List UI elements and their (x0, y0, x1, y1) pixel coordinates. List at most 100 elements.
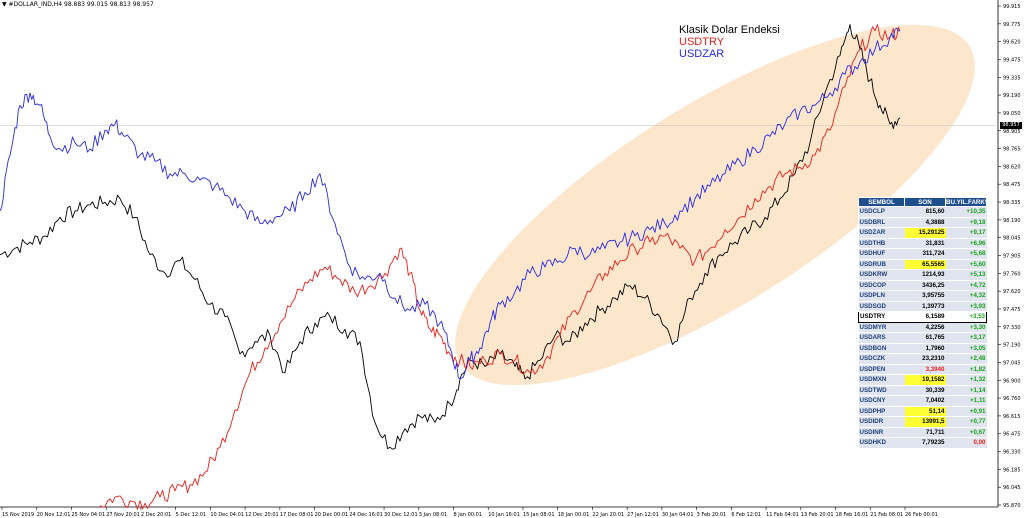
x-tick-label: 27 Jan 12:01 (627, 512, 659, 518)
table-row[interactable]: USDBRL 4,3888 +9,18 (858, 217, 987, 228)
symbol-cell: USDCOP (858, 280, 905, 291)
ytd-change-cell: +2,48 (945, 353, 987, 365)
symbol-cell: USDCZK (858, 353, 905, 365)
table-row[interactable]: USDIDR 13991,5 +0,77 (858, 416, 987, 428)
x-tick-label: 5 Dec 12:01 (176, 512, 206, 518)
series-line-usdzar (0, 27, 901, 380)
ytd-change-cell: +1,32 (945, 374, 987, 386)
y-tick-label: 97.330 (1003, 325, 1021, 331)
y-tick-label: 99.190 (1003, 93, 1021, 99)
x-tick-label: 27 Nov 20:01 (106, 512, 140, 518)
table-row[interactable]: USDCZK 23,2310 +2,48 (858, 353, 987, 365)
table-row[interactable]: USDZAR 15,29125 +9,17 (858, 227, 987, 239)
col-header-symbol: SEMBOL (858, 197, 905, 207)
symbol-cell: USDCNY (858, 395, 905, 407)
table-row[interactable]: USDCOP 3436,25 +4,72 (858, 280, 987, 291)
x-tick-label: 17 Dec 08:01 (280, 512, 314, 518)
table-row[interactable]: USDHKD 7,79235 0,00 (858, 437, 987, 449)
symbol-cell: USDZAR (858, 227, 905, 239)
x-tick-label: 30 Jan 04:01 (662, 512, 694, 518)
ytd-change-cell: 0,00 (945, 437, 987, 449)
table-row[interactable]: USDRUB 65,5565 +5,60 (858, 259, 987, 270)
last-price-cell: 23,2310 (904, 353, 946, 365)
last-price-cell: 1214,93 (904, 269, 946, 281)
y-tick-label: 96.760 (1003, 396, 1021, 402)
last-price-cell: 61,765 (904, 332, 946, 344)
x-tick-label: 20 Nov 12:01 (37, 512, 71, 518)
table-row[interactable]: USDPEN 3,3940 +1,82 (858, 364, 987, 375)
last-price-cell: 30,339 (904, 385, 946, 396)
currency-table: SEMBOL SON BU.YIL.FARK% USDCLP 815,60 +10,… (858, 197, 990, 449)
x-tick-label: 3 Jan 08:01 (419, 512, 447, 518)
y-tick-label: 97.905 (1003, 254, 1021, 260)
ytd-change-cell: +5,13 (945, 269, 987, 281)
col-header-last: SON (904, 197, 946, 207)
ytd-change-cell: +0,91 (945, 406, 987, 417)
ytd-change-cell: +1,82 (945, 364, 987, 375)
symbol-cell: USDHKD (858, 437, 905, 449)
table-row[interactable]: USDMXN 19,1582 +1,32 (858, 374, 987, 386)
current-price-tag: 98.957 (1000, 122, 1022, 129)
symbol-cell: USDKRW (858, 269, 905, 281)
symbol-cell: USDTRY (858, 311, 905, 323)
table-row[interactable]: USDBGN 1,7960 +3,05 (858, 343, 987, 354)
y-tick-label: 98.335 (1003, 200, 1021, 206)
ytd-change-cell: +3,53 (945, 311, 987, 323)
symbol-cell: USDARS (858, 332, 905, 344)
last-price-cell: 51,14 (904, 406, 946, 417)
table-row[interactable]: USDTHB 31,831 +6,96 (858, 238, 987, 249)
y-tick-label: 96.900 (1003, 378, 1021, 384)
y-tick-label: 96.615 (1003, 414, 1021, 420)
table-row[interactable]: USDARS 61,765 +3,17 (858, 332, 987, 344)
ytd-change-cell: +3,17 (945, 332, 987, 344)
y-tick-label: 98.190 (1003, 218, 1021, 224)
ytd-change-cell: +3,30 (945, 322, 987, 333)
last-price-cell: 7,0402 (904, 395, 946, 407)
table-row[interactable]: USDTWD 30,339 +1,14 (858, 385, 987, 396)
chart-header-label: ▼ #DOLLAR_IND,H4 98.883 99.015 98.813 98… (2, 1, 154, 8)
table-row[interactable]: USDTRY 6,1589 +3,53 (858, 311, 987, 323)
x-tick-label: 8 Jan 00:01 (454, 512, 482, 518)
symbol-cell: USDPEN (858, 364, 905, 375)
x-tick-label: 25 Nov 04:01 (71, 512, 105, 518)
table-body: USDCLP 815,60 +10,35 USDBRL 4,3888 +9,18 USDZA… (858, 206, 987, 449)
ytd-change-cell: +4,72 (945, 280, 987, 291)
last-price-cell: 4,2256 (904, 322, 946, 333)
table-row[interactable]: USDKRW 1214,93 +5,13 (858, 269, 987, 281)
x-tick-label: 3 Feb 20:01 (697, 512, 727, 518)
y-tick-label: 97.760 (1003, 271, 1021, 277)
ytd-change-cell: +5,60 (945, 259, 987, 270)
x-tick-label: 26 Feb 00:01 (905, 512, 938, 518)
ytd-change-cell: +10,35 (945, 206, 987, 218)
ytd-change-cell: +5,68 (945, 248, 987, 260)
table-row[interactable]: USDPHP 51,14 +0,91 (858, 406, 987, 417)
x-tick-label: 15 Nov 2019 (2, 512, 34, 518)
y-tick-label: 99.050 (1003, 111, 1021, 117)
y-tick-label: 96.475 (1003, 432, 1021, 438)
last-price-cell: 3,3940 (904, 364, 946, 375)
highlight-ellipse (455, 24, 975, 386)
x-tick-label: 21 Feb 08:01 (870, 512, 903, 518)
ytd-change-cell: +6,96 (945, 238, 987, 249)
x-tick-label: 12 Dec 20:01 (245, 512, 279, 518)
table-header-row: SEMBOL SON BU.YIL.FARK% (858, 197, 990, 207)
symbol-cell: USDBGN (858, 343, 905, 354)
x-tick-label: 6 Feb 12:01 (731, 512, 761, 518)
ytd-change-cell: +1,11 (945, 395, 987, 407)
table-row[interactable]: USDINR 71,711 +0,67 (858, 427, 987, 438)
y-tick-label: 97.190 (1003, 343, 1021, 349)
symbol-cell: USDTWD (858, 385, 905, 396)
last-price-cell: 71,711 (904, 427, 946, 438)
table-row[interactable]: USDCNY 7,0402 +1,11 (858, 395, 987, 407)
table-row[interactable]: USDPLN 3,95755 +4,32 (858, 290, 987, 302)
table-row[interactable]: USDMYR 4,2256 +3,30 (858, 322, 987, 333)
table-row[interactable]: USDSGD 1,39773 +3,93 (858, 301, 987, 312)
table-row[interactable]: USDHUF 311,724 +5,68 (858, 248, 987, 260)
y-tick-label: 98.620 (1003, 164, 1021, 170)
ytd-change-cell: +3,93 (945, 301, 987, 312)
symbol-cell: USDRUB (858, 259, 905, 270)
table-row[interactable]: USDCLP 815,60 +10,35 (858, 206, 987, 218)
last-price-cell: 1,7960 (904, 343, 946, 354)
